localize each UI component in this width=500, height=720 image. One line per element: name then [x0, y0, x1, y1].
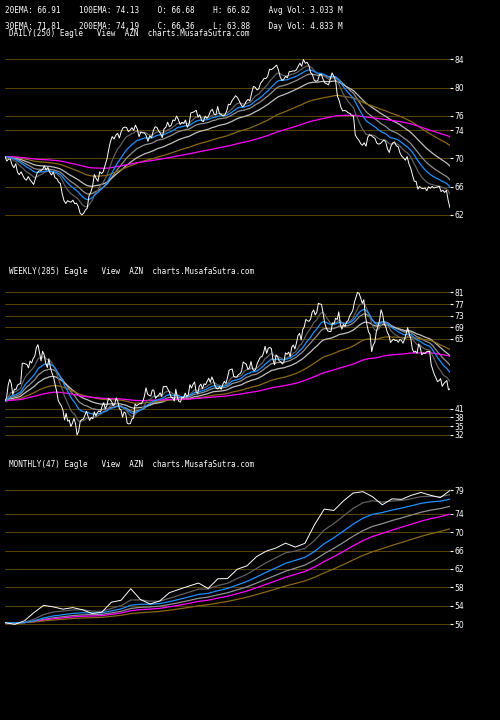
- Text: MONTHLY(47) Eagle   View  AZN  charts.MusafaSutra.com: MONTHLY(47) Eagle View AZN charts.Musafa…: [10, 460, 254, 469]
- Text: 20EMA: 66.91    100EMA: 74.13    O: 66.68    H: 66.82    Avg Vol: 3.033 M: 20EMA: 66.91 100EMA: 74.13 O: 66.68 H: 6…: [5, 6, 342, 14]
- Text: DAILY(250) Eagle   View  AZN  charts.MusafaSutra.com: DAILY(250) Eagle View AZN charts.MusafaS…: [10, 29, 250, 38]
- Text: 30EMA: 71.81    200EMA: 74.19    C: 66.36    L: 63.88    Day Vol: 4.833 M: 30EMA: 71.81 200EMA: 74.19 C: 66.36 L: 6…: [5, 22, 342, 30]
- Text: WEEKLY(285) Eagle   View  AZN  charts.MusafaSutra.com: WEEKLY(285) Eagle View AZN charts.Musafa…: [10, 267, 254, 276]
